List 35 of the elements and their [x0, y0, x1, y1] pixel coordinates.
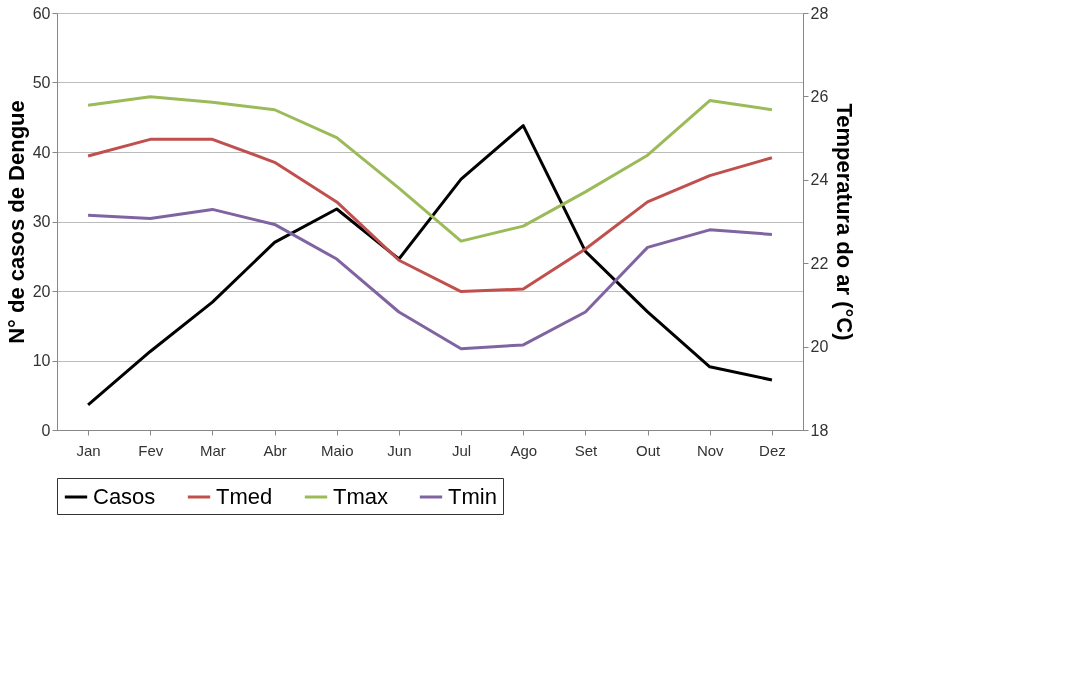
y2-tick-label: 22 — [810, 254, 829, 272]
y2-tick-label: 26 — [810, 87, 829, 105]
x-tick-label: Out — [635, 441, 661, 459]
legend-label: Tmax — [333, 484, 388, 509]
line-series — [86, 137, 774, 294]
x-tick-label: Mar — [199, 441, 226, 459]
y2-tick-label: 28 — [810, 4, 829, 22]
line-series — [86, 207, 774, 351]
x-tick-label: Set — [574, 441, 599, 459]
y-tick-label: 50 — [32, 74, 51, 91]
x-tick-label: Jun — [387, 441, 412, 459]
x-tick-label: Fev — [138, 441, 164, 459]
x-tick-label: Dez — [759, 441, 786, 459]
y-axis-title: N° de casos de Dengue — [3, 100, 29, 344]
x-tick-label: Jul — [451, 441, 472, 459]
y-tick-label: 10 — [32, 352, 51, 369]
y2-tick-label: 20 — [810, 338, 829, 356]
y-tick-label: 40 — [32, 143, 51, 161]
x-tick-label: Abr — [263, 441, 287, 459]
legend-label: Tmed — [216, 484, 273, 509]
x-tick-label: Ago — [510, 441, 538, 459]
legend-label: Casos — [93, 484, 156, 509]
y2-tick-label: 18 — [810, 421, 829, 439]
y-tick-label: 0 — [41, 421, 51, 439]
y2-axis-title: Temperatura do ar (°C) — [832, 103, 858, 341]
y2-tick-label: 24 — [810, 171, 829, 189]
y-tick-label: 20 — [32, 282, 51, 300]
x-tick-label: Maio — [320, 441, 354, 459]
x-tick-label: Jan — [76, 441, 101, 459]
line-series — [86, 95, 774, 243]
legend-label: Tmin — [448, 484, 497, 509]
line-series — [86, 124, 774, 407]
y-tick-label: 60 — [32, 4, 51, 22]
x-tick-label: Nov — [696, 441, 725, 459]
y-tick-label: 30 — [32, 213, 51, 230]
